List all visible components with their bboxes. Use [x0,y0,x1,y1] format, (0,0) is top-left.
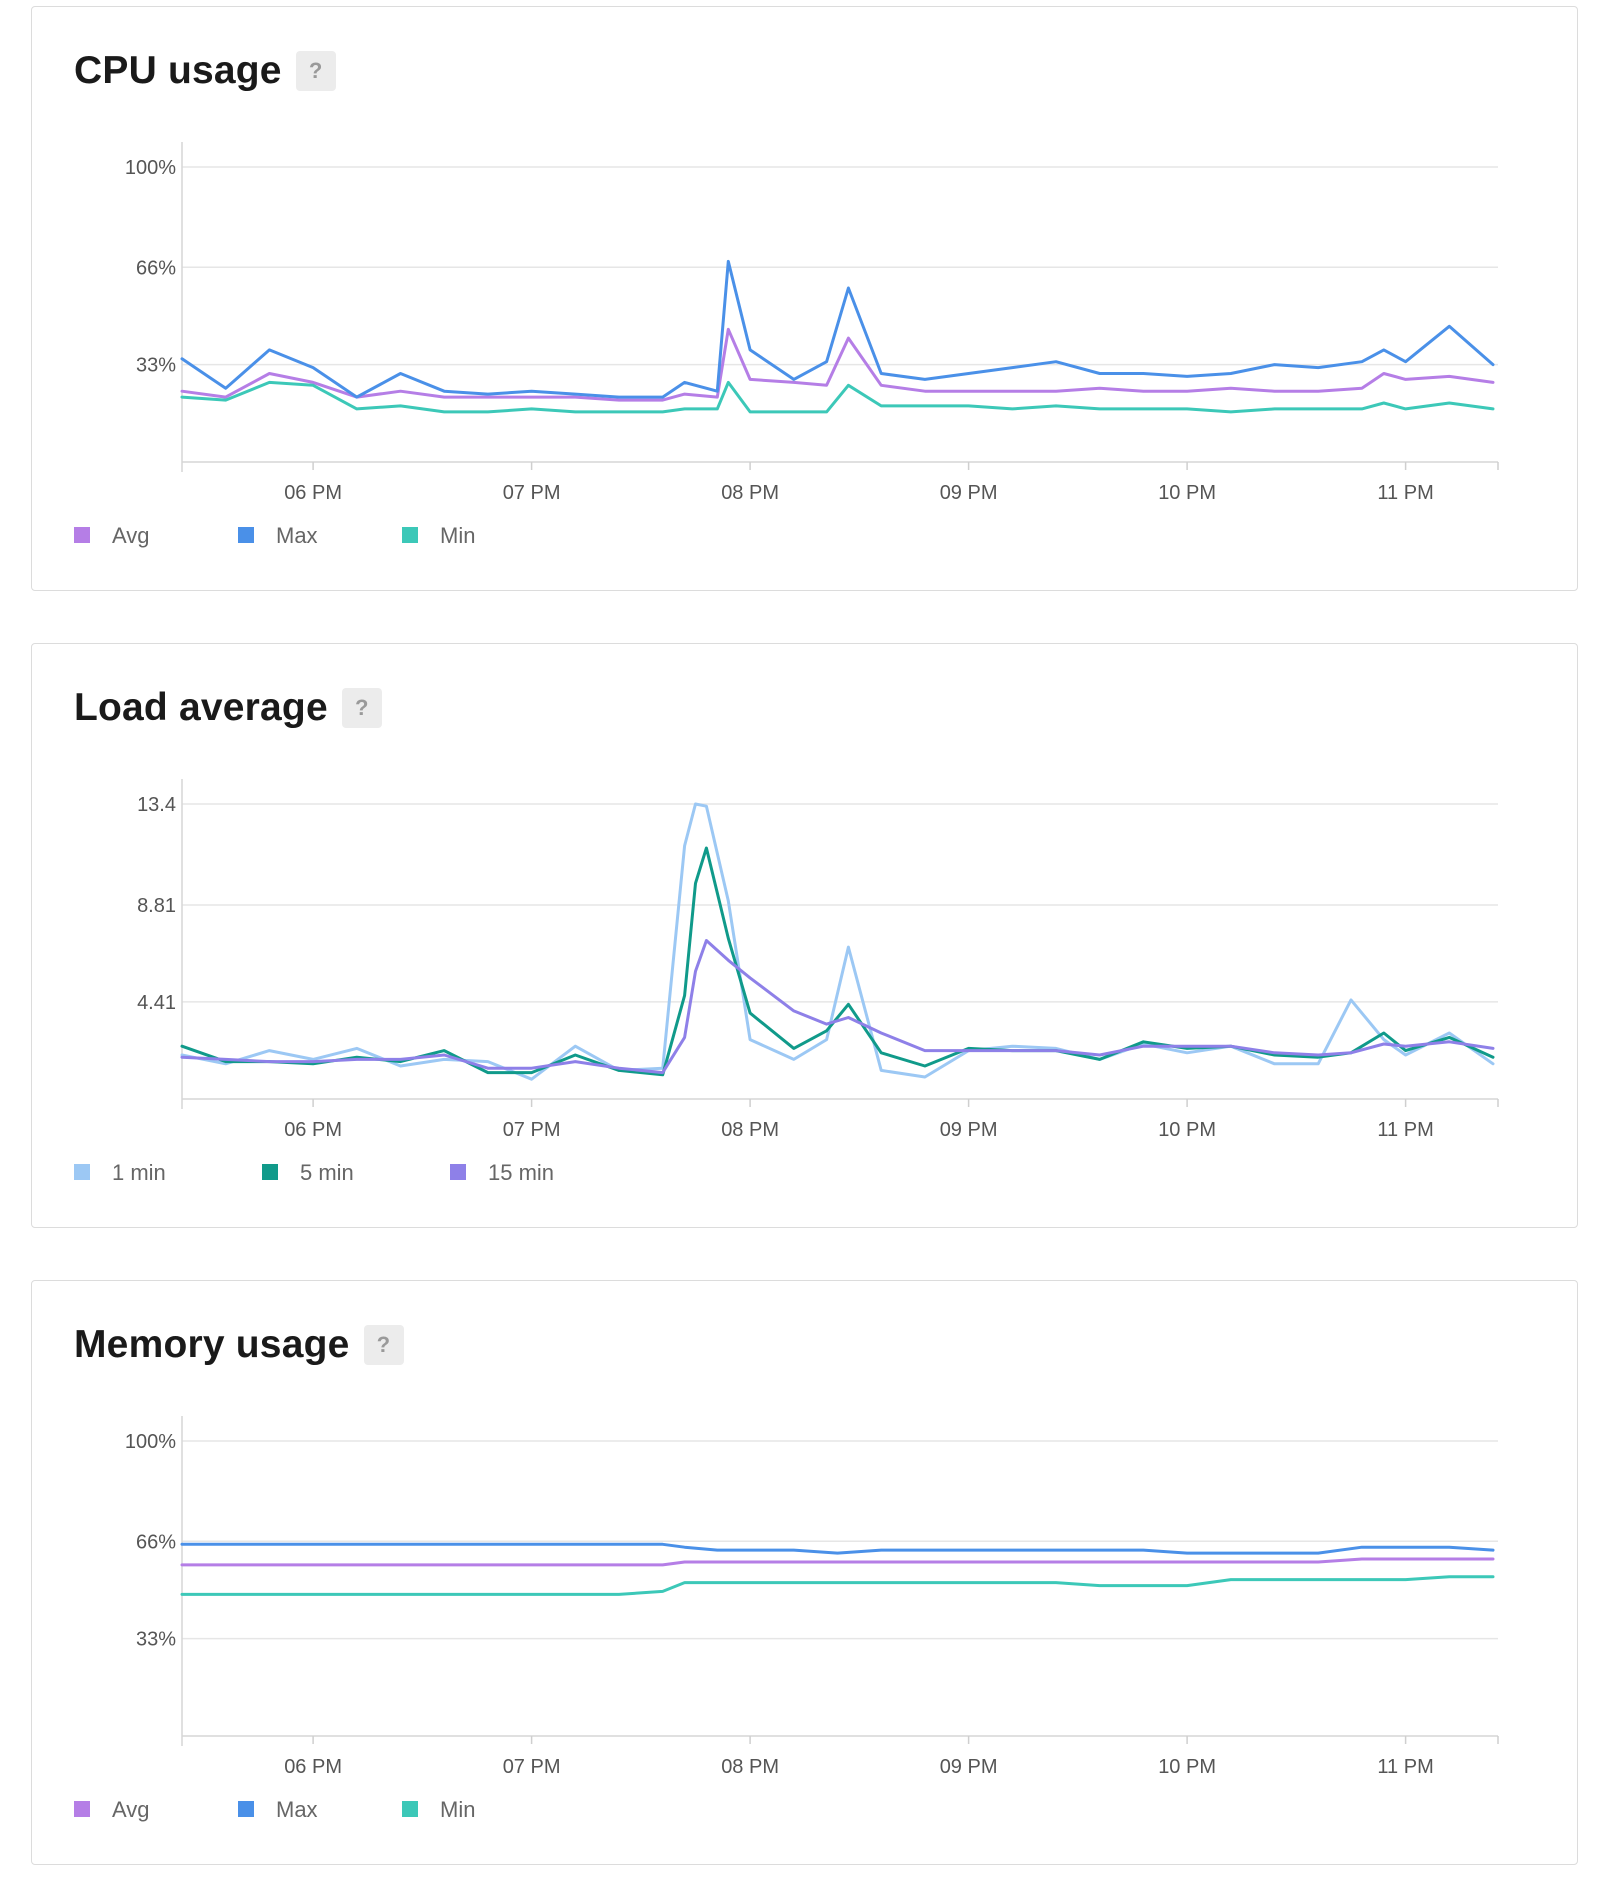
legend-swatch-max [238,527,254,543]
x-tick-label: 09 PM [940,1119,998,1141]
x-tick-label: 11 PM [1377,1756,1433,1778]
x-tick-label: 08 PM [721,482,779,504]
y-tick-label: 13.4 [137,794,176,816]
legend-label: 15 min [488,1160,554,1185]
x-tick-label: 10 PM [1158,1119,1216,1141]
legend-swatch-avg [74,527,90,543]
legend-label: Max [276,523,318,548]
series-line-15-min [180,939,1495,1075]
x-tick-label: 10 PM [1158,482,1216,504]
series-line-avg [180,1557,1495,1567]
legend-swatch-min [402,1801,418,1817]
legend-swatch-avg [74,1801,90,1817]
legend-label: Max [276,1797,318,1822]
x-tick-label: 07 PM [503,1756,561,1778]
card-title: Memory usage [74,1323,350,1366]
x-tick-label: 06 PM [284,482,342,504]
memory-usage-chart: 100% 66% 33% 06 PM 07 PM 08 PM 09 PM 10 PM 11 PM… [74,1416,1499,1822]
x-tick-label: 07 PM [503,1119,561,1141]
series-line-max [180,1542,1495,1555]
legend-label: Min [440,1797,475,1822]
x-tick-label: 09 PM [940,1756,998,1778]
legend-swatch-1-min [74,1164,90,1180]
x-tick-label: 08 PM [721,1119,779,1141]
legend-label: Min [440,523,475,548]
x-tick-label: 06 PM [284,1119,342,1141]
y-tick-label: 8.81 [137,895,176,917]
help-button[interactable]: ? [363,1325,404,1365]
series-line-1-min [180,802,1495,1081]
series-line-avg [180,327,1495,402]
y-tick-label: 100% [125,1431,176,1453]
x-tick-label: 08 PM [721,1756,779,1778]
legend-swatch-5-min [262,1164,278,1180]
x-tick-label: 09 PM [940,482,998,504]
series-line-max [180,259,1495,399]
load-average-chart: 13.4 8.81 4.41 06 PM 07 PM 08 PM 09 PM 10 PM 11 … [74,779,1499,1185]
y-tick-label: 66% [136,257,176,279]
cpu-usage-card: CPU usage ? 100% 66% 33% 06 PM 07 PM 08 PM 09 … [31,6,1578,591]
legend-label: 1 min [112,1160,166,1185]
memory-usage-card: Memory usage ? 100% 66% 33% 06 PM 07 PM 08 PM… [31,1280,1578,1865]
legend-label: 5 min [300,1160,354,1185]
y-tick-label: 4.41 [137,992,176,1014]
help-button[interactable]: ? [295,51,336,91]
cpu-usage-chart: 100% 66% 33% 06 PM 07 PM 08 PM 09 PM 10 PM 11 PM… [74,142,1499,548]
y-tick-label: 66% [136,1531,176,1553]
x-tick-label: 11 PM [1377,482,1433,504]
load-average-card: Load average ? 13.4 8.81 4.41 06 PM 07 PM 08 … [31,643,1578,1228]
x-tick-label: 11 PM [1377,1119,1433,1141]
legend-label: Avg [112,1797,150,1822]
series-line-min [180,1575,1495,1596]
legend-swatch-15-min [450,1164,466,1180]
card-title: Load average [74,686,328,729]
series-line-min [180,380,1495,414]
legend-swatch-max [238,1801,254,1817]
y-tick-label: 100% [125,157,176,179]
series-line-5-min [180,846,1495,1077]
x-tick-label: 06 PM [284,1756,342,1778]
y-tick-label: 33% [136,355,176,377]
legend-swatch-min [402,527,418,543]
legend-label: Avg [112,523,150,548]
x-tick-label: 07 PM [503,482,561,504]
card-title: CPU usage [74,49,282,92]
help-button[interactable]: ? [341,688,382,728]
x-tick-label: 10 PM [1158,1756,1216,1778]
y-tick-label: 33% [136,1629,176,1651]
